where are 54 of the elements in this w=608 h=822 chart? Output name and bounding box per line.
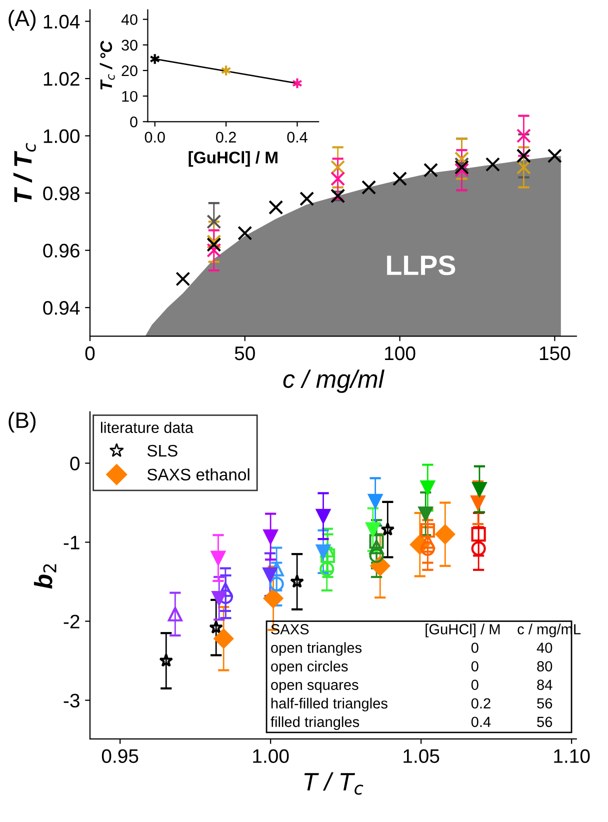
legend-label: SAXS ethanol [147, 468, 250, 481]
y-tick-label: 10 [122, 90, 138, 102]
y-axis-title: T$_{c}$ / °C [100, 40, 115, 90]
annotation: 40 [536, 642, 552, 653]
annotation: 0 [471, 680, 478, 690]
y-tick-label: 0.98 [43, 186, 80, 200]
y-tick-label: 40 [121, 14, 138, 26]
annotation: 0.2 [471, 698, 490, 709]
x-tick-label: 0.0 [144, 132, 165, 143]
x-tick-label: 150 [540, 346, 570, 360]
y-tick-label: 30 [122, 40, 138, 51]
x-tick-label: 1.00 [253, 749, 289, 763]
y-tick-label: -1 [64, 536, 80, 550]
x-tick-label: 0.2 [216, 132, 236, 143]
annotation: [GuHCl] / M [426, 624, 500, 638]
annotation: open triangles [271, 642, 362, 656]
x-axis-title: c / mg/ml [283, 370, 384, 393]
y-tick-label: 0.96 [43, 244, 80, 258]
x-tick-label: 1.05 [404, 749, 440, 763]
x-tick-label: 1.10 [554, 749, 590, 763]
y-axis-title: T / T$_{c}$ [13, 143, 36, 202]
legend-title: literature data [101, 422, 194, 434]
y-tick-label: -3 [64, 694, 80, 708]
x-tick-label: 0.4 [287, 132, 308, 143]
annotation: 0.4 [471, 716, 491, 728]
annotation: open squares [271, 682, 358, 693]
y-axis-title: b$_{2}$ [34, 564, 56, 589]
y-tick-label: 0 [70, 456, 80, 470]
x-tick-label: 0 [85, 346, 95, 360]
y-tick-label: 0.94 [43, 301, 80, 315]
annotation: 56 [537, 716, 552, 728]
x-tick-label: 100 [385, 346, 416, 360]
annotation: 0 [471, 661, 478, 672]
x-axis-title: [GuHCl] / M [188, 151, 278, 167]
annotation: 0 [471, 642, 478, 653]
y-tick-label: -2 [64, 614, 80, 628]
x-axis-title: T / T$_{c}$ [304, 772, 364, 795]
annotation: SAXS [271, 624, 309, 634]
annotation: filled triangles [270, 716, 360, 730]
y-tick-label: 20 [122, 65, 138, 76]
annotation: 56 [537, 698, 552, 709]
annotation: LLPS [387, 255, 456, 276]
annotation: open circles [271, 660, 348, 674]
chart-title: (B) [8, 412, 36, 433]
y-tick-label: 0 [130, 116, 138, 128]
annotation: 84 [537, 680, 552, 690]
x-tick-label: 50 [234, 346, 255, 360]
y-tick-label: 1.02 [44, 72, 80, 86]
x-tick-label: 0.95 [102, 749, 138, 763]
annotation: 80 [537, 661, 552, 672]
annotation: half-filled triangles [271, 698, 388, 712]
legend-label: SLS [147, 444, 178, 457]
chart-title: (A) [8, 10, 36, 31]
y-tick-label: 1.04 [44, 14, 80, 29]
